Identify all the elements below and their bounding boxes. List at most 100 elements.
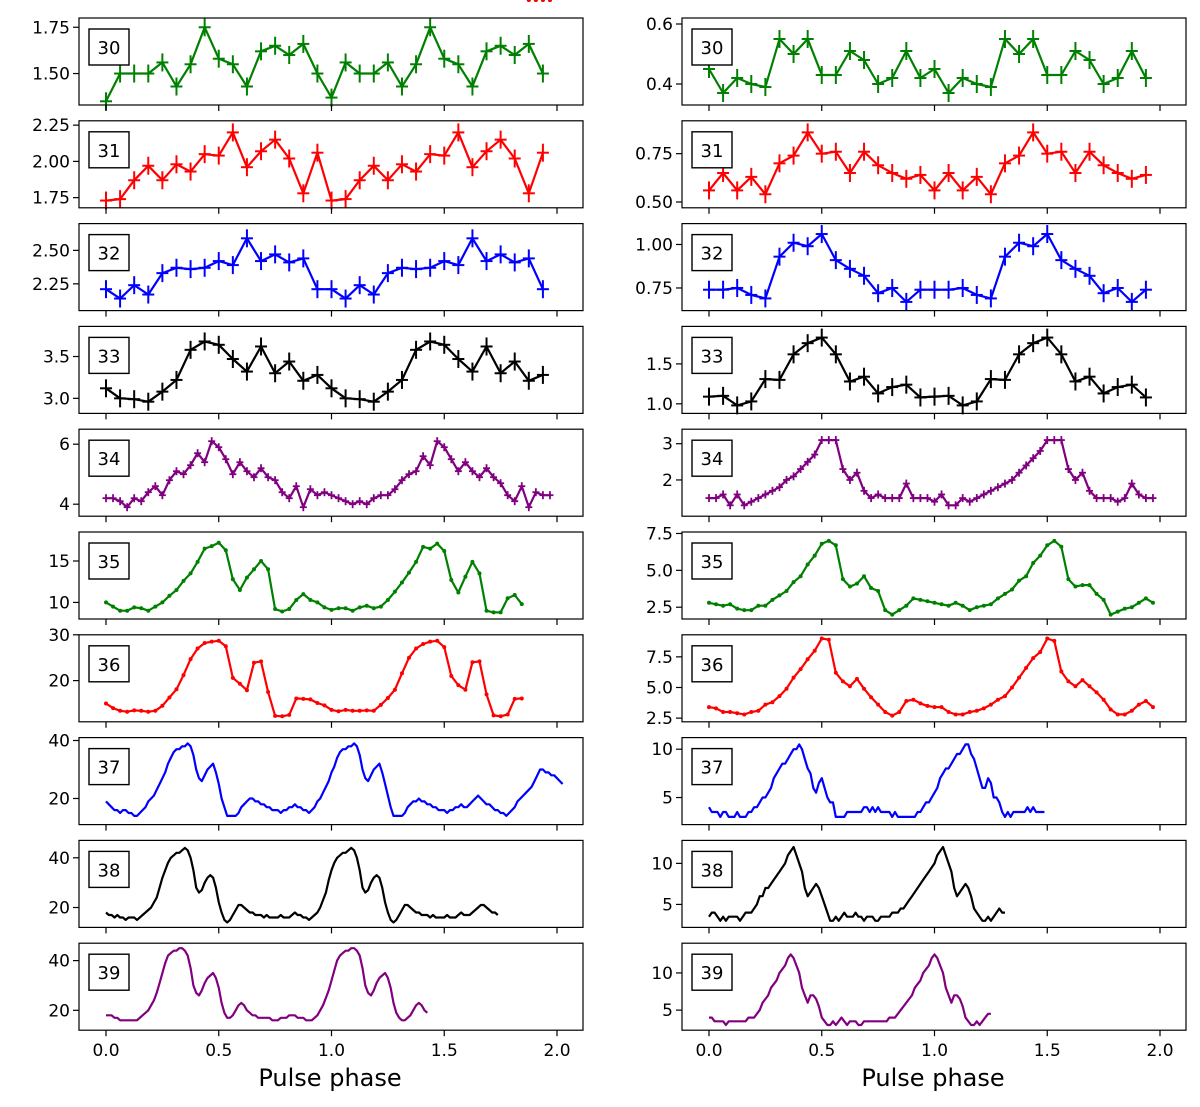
- data-point: [805, 562, 810, 567]
- series-line: [105, 639, 522, 718]
- y-tick-label: 40: [48, 732, 70, 752]
- data-point: [392, 687, 397, 692]
- data-point: [287, 712, 292, 717]
- y-tick-label: 2.25: [32, 116, 70, 136]
- data-point: [237, 681, 242, 686]
- series-line: [105, 742, 564, 818]
- data-point: [407, 655, 412, 660]
- data-point: [939, 602, 944, 607]
- data-point: [336, 606, 341, 611]
- panel-label: 36: [701, 655, 724, 676]
- panel-left-32: 2.25 2.50 32: [32, 223, 584, 317]
- data-point: [735, 711, 740, 716]
- data-point: [1010, 587, 1015, 592]
- data-point: [932, 705, 937, 710]
- data-point: [749, 709, 754, 714]
- panel-right-30: 0.4 0.6 30: [646, 15, 1187, 111]
- data-point: [174, 588, 179, 592]
- panel-label: 35: [701, 552, 724, 573]
- data-point: [1024, 574, 1029, 579]
- x-axis-label-left: Pulse phase: [258, 1064, 401, 1092]
- data-point: [847, 684, 852, 689]
- y-tick-label: 0.75: [635, 145, 673, 165]
- data-point: [1024, 665, 1029, 670]
- data-point: [1108, 707, 1113, 712]
- panel-label-box: [88, 336, 130, 375]
- data-point: [118, 708, 123, 713]
- panel-left-31: 1.75 2.00 2.25 31: [32, 116, 584, 214]
- data-point: [1129, 605, 1134, 610]
- data-point: [442, 645, 447, 650]
- data-point: [1073, 584, 1078, 589]
- panel-label: 31: [701, 141, 724, 162]
- panel-left-37: 20 40 37: [48, 732, 584, 831]
- data-point: [714, 602, 719, 607]
- panel-left-35: 10 15 35: [48, 0, 584, 625]
- panel-frame: [78, 839, 584, 929]
- data-point: [540, 0, 545, 2]
- data-point: [1115, 609, 1120, 614]
- data-point: [111, 706, 116, 711]
- data-point: [470, 559, 475, 564]
- series-line: [708, 637, 1154, 717]
- data-point: [854, 676, 859, 681]
- data-point: [442, 549, 447, 554]
- data-point: [350, 708, 355, 713]
- data-point: [1115, 712, 1120, 717]
- data-point: [904, 698, 909, 703]
- y-tick-label: 5.0: [646, 561, 673, 581]
- data-point: [925, 599, 930, 604]
- y-tick-label: 20: [48, 899, 70, 919]
- data-point: [329, 607, 334, 612]
- data-point: [477, 571, 482, 576]
- data-point: [777, 593, 782, 598]
- data-point: [251, 660, 256, 665]
- data-point: [343, 606, 348, 611]
- data-point: [847, 584, 852, 589]
- data-point: [421, 544, 426, 549]
- data-point: [883, 608, 888, 613]
- data-point: [819, 636, 824, 641]
- data-point: [833, 670, 838, 675]
- data-point: [463, 574, 468, 579]
- series-line: [708, 131, 1147, 196]
- data-point: [160, 600, 165, 605]
- data-point: [209, 639, 214, 644]
- y-tick-label: 10: [651, 740, 673, 760]
- panel-label-box: [88, 28, 130, 66]
- data-point: [139, 708, 144, 713]
- panel-label: 37: [701, 758, 724, 779]
- data-point: [763, 702, 768, 707]
- data-point: [721, 709, 726, 714]
- data-point: [350, 608, 355, 613]
- data-point: [953, 600, 958, 605]
- data-point: [1080, 583, 1085, 588]
- panel-label-box: [691, 953, 733, 991]
- y-tick-label: 20: [48, 1001, 70, 1021]
- y-tick-label: 20: [48, 672, 70, 692]
- panel-label-box: [88, 439, 130, 477]
- data-point: [378, 604, 383, 609]
- y-tick-label: 7.5: [646, 648, 673, 668]
- data-point: [1017, 675, 1022, 680]
- data-point: [195, 646, 200, 651]
- data-point: [784, 686, 789, 691]
- panel-right-39: 5 10 0.0 0.5 1.0 1.5 2.0 39: [651, 942, 1187, 1061]
- data-point: [904, 603, 909, 608]
- panel-label: 37: [98, 758, 121, 779]
- panel-right-31: 0.50 0.75 31: [635, 120, 1187, 214]
- panel-frame: [78, 428, 584, 517]
- data-point: [308, 697, 313, 702]
- data-point: [308, 597, 313, 602]
- data-point: [132, 605, 137, 610]
- panel-right-37: 5 10 37: [651, 736, 1187, 831]
- data-point: [322, 703, 327, 708]
- panel-label: 30: [98, 38, 121, 59]
- data-point: [259, 659, 264, 664]
- data-point: [946, 709, 951, 714]
- data-point: [449, 674, 454, 679]
- data-point: [953, 712, 958, 717]
- y-tick-label: 1.5: [646, 355, 673, 375]
- panel-label: 39: [98, 963, 121, 984]
- data-point: [512, 592, 517, 597]
